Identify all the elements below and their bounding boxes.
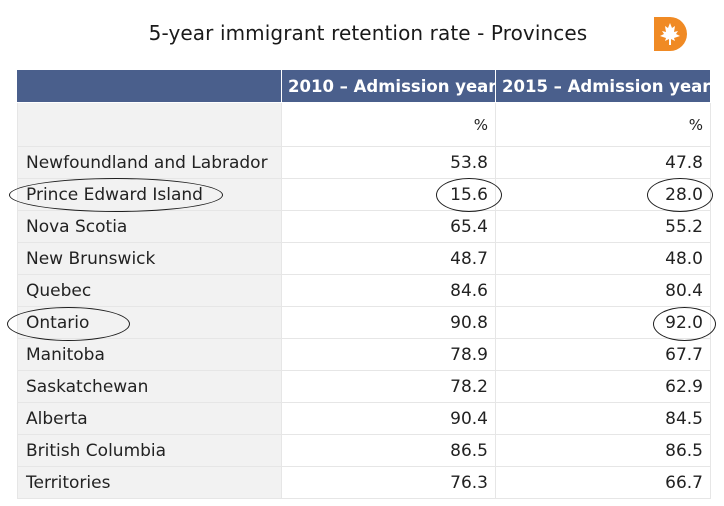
value-2010: 76.3 (281, 466, 496, 499)
header-2015: 2015 – Admission year (495, 69, 711, 103)
value-2015: 84.5 (495, 402, 711, 435)
value-2010: 90.8 (281, 306, 496, 339)
province-name: Quebec (17, 274, 282, 307)
value-2015: 80.4 (495, 274, 711, 307)
table-row: Saskatchewan 78.2 62.9 (17, 370, 711, 403)
value-2015: 47.8 (495, 146, 711, 179)
value-2015: 67.7 (495, 338, 711, 371)
value-2015: 48.0 (495, 242, 711, 275)
province-name: Ontario (17, 306, 282, 339)
value-2015: 55.2 (495, 210, 711, 243)
table-row: Newfoundland and Labrador 53.8 47.8 (17, 146, 711, 179)
header-row: 2010 – Admission year 2015 – Admission y… (17, 69, 711, 103)
units-2010: % (281, 102, 496, 147)
units-stub (17, 102, 282, 147)
table-row: Alberta 90.4 84.5 (17, 402, 711, 435)
table-row: Nova Scotia 65.4 55.2 (17, 210, 711, 243)
table-row: British Columbia 86.5 86.5 (17, 434, 711, 467)
units-2015: % (495, 102, 711, 147)
value-2010: 78.9 (281, 338, 496, 371)
value-2015: 86.5 (495, 434, 711, 467)
table-row: New Brunswick 48.7 48.0 (17, 242, 711, 275)
value-2015: 62.9 (495, 370, 711, 403)
value-2010: 78.2 (281, 370, 496, 403)
value-2015: 28.0 (495, 178, 711, 211)
province-name: Territories (17, 466, 282, 499)
value-2010: 48.7 (281, 242, 496, 275)
province-name: Alberta (17, 402, 282, 435)
province-name: Prince Edward Island (17, 178, 282, 211)
value-2010: 65.4 (281, 210, 496, 243)
province-name: Manitoba (17, 338, 282, 371)
table-row: Quebec 84.6 80.4 (17, 274, 711, 307)
value-2010: 90.4 (281, 402, 496, 435)
table-row: Prince Edward Island 15.6 28.0 (17, 178, 711, 211)
value-2015: 92.0 (495, 306, 711, 339)
header-2010: 2010 – Admission year (281, 69, 496, 103)
province-name: British Columbia (17, 434, 282, 467)
province-name: Saskatchewan (17, 370, 282, 403)
retention-table: 2010 – Admission year 2015 – Admission y… (17, 69, 711, 499)
province-name: New Brunswick (17, 242, 282, 275)
page-title: 5-year immigrant retention rate - Provin… (148, 21, 588, 45)
table-row: Ontario 90.8 92.0 (17, 306, 711, 339)
units-row: % % (17, 102, 711, 147)
header-stub (17, 69, 282, 103)
value-2010: 53.8 (281, 146, 496, 179)
value-2010: 86.5 (281, 434, 496, 467)
maple-leaf-d-logo-icon (654, 17, 687, 51)
table-row: Manitoba 78.9 67.7 (17, 338, 711, 371)
province-name: Nova Scotia (17, 210, 282, 243)
value-2010: 15.6 (281, 178, 496, 211)
value-2010: 84.6 (281, 274, 496, 307)
table-row: Territories 76.3 66.7 (17, 466, 711, 499)
value-2015: 66.7 (495, 466, 711, 499)
province-name: Newfoundland and Labrador (17, 146, 282, 179)
